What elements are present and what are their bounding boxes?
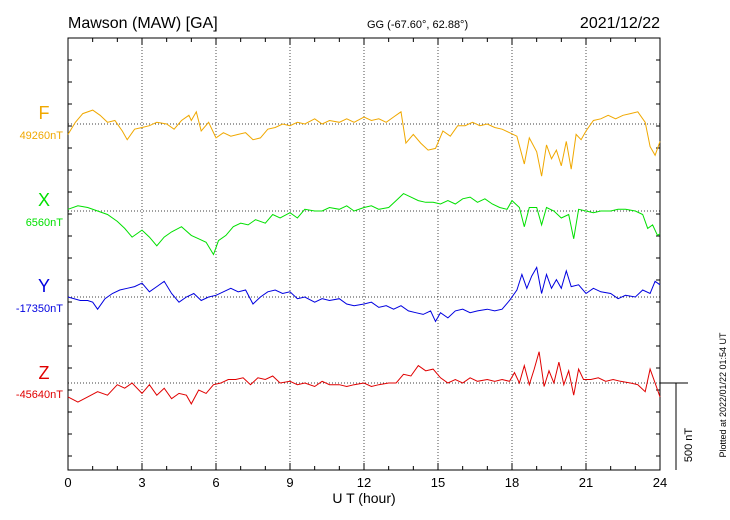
x-tick-label: 6 bbox=[212, 475, 219, 490]
series-name-y: Y bbox=[38, 276, 50, 296]
series-line-y bbox=[67, 265, 661, 323]
x-tick-label: 21 bbox=[579, 475, 593, 490]
x-tick-labels: 0 3 6 9 12 15 18 21 24 bbox=[64, 475, 667, 490]
series-line-z bbox=[67, 351, 661, 405]
plot-date: 2021/12/22 bbox=[580, 15, 660, 32]
geo-coords: GG (-67.60°, 62.88°) bbox=[367, 19, 468, 31]
plotted-timestamp: Plotted at 2022/01/22 01:54 UT bbox=[718, 332, 728, 458]
series-name-f: F bbox=[39, 103, 50, 123]
baseline-value-x: 6560nT bbox=[26, 217, 64, 229]
x-axis-label: U T (hour) bbox=[332, 490, 395, 506]
series-name-z: Z bbox=[39, 363, 50, 383]
series-line-x bbox=[67, 193, 661, 256]
baseline-value-y: -17350nT bbox=[16, 303, 63, 315]
x-tick-label: 12 bbox=[357, 475, 371, 490]
series-labels: F 49260nT X 6560nT Y -17350nT Z -45640nT bbox=[16, 103, 63, 401]
x-tick-label: 24 bbox=[653, 475, 667, 490]
x-tick-label: 9 bbox=[286, 475, 293, 490]
x-tick-label: 15 bbox=[431, 475, 445, 490]
baseline-value-f: 49260nT bbox=[20, 130, 64, 142]
baseline-value-z: -45640nT bbox=[16, 389, 63, 401]
station-title: Mawson (MAW) [GA] bbox=[68, 15, 218, 32]
axis-ticks bbox=[67, 38, 661, 470]
x-tick-label: 3 bbox=[138, 475, 145, 490]
x-tick-label: 18 bbox=[505, 475, 519, 490]
series-name-x: X bbox=[38, 190, 50, 210]
grid bbox=[68, 38, 660, 470]
scale-bar-label: 500 nT bbox=[683, 428, 695, 463]
x-tick-label: 0 bbox=[64, 475, 71, 490]
series-line-f bbox=[67, 109, 661, 177]
series-lines bbox=[67, 109, 661, 405]
